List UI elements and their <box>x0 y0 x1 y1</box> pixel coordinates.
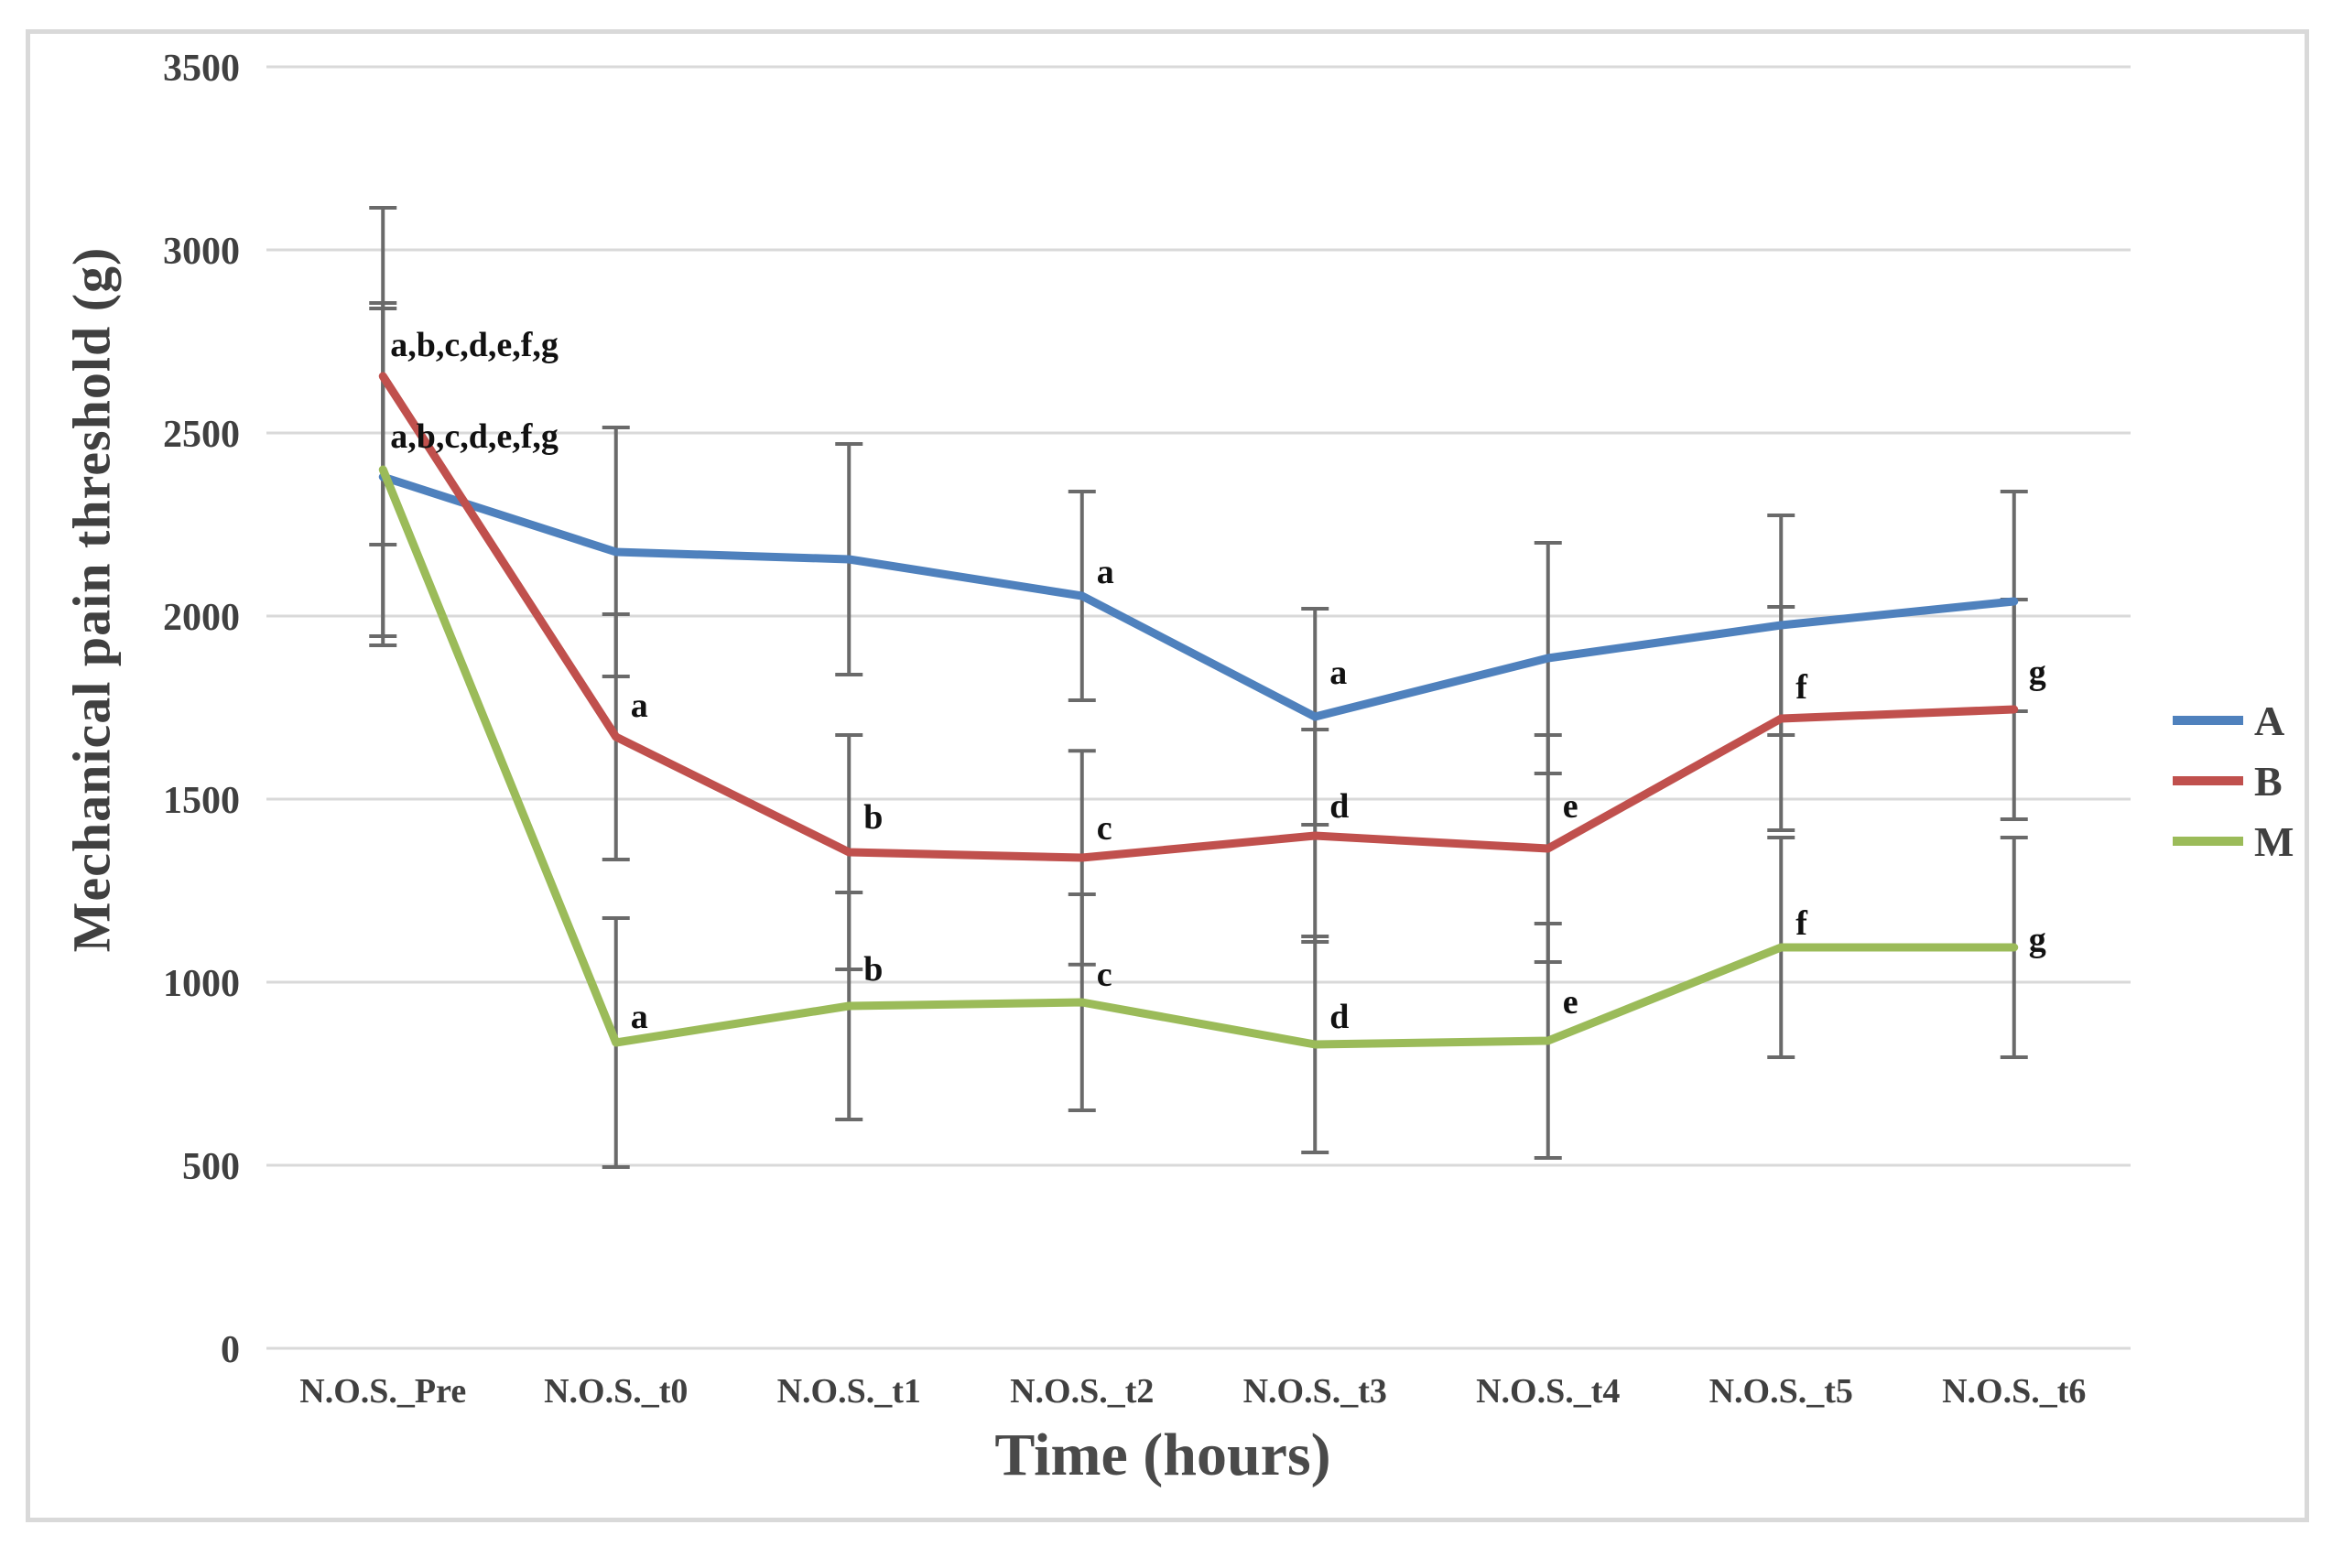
annotation: g <box>2029 921 2046 959</box>
y-tick-label: 2500 <box>163 414 240 456</box>
x-category-label: N.O.S._t3 <box>1243 1372 1387 1411</box>
annotation: b <box>863 950 883 989</box>
x-category-label: N.O.S._t5 <box>1709 1372 1853 1411</box>
annotation: a,b,c,d,e,f,g <box>390 326 559 364</box>
series-line-B <box>378 372 2019 862</box>
annotation: a,b,c,d,e,f,g <box>390 417 559 456</box>
x-category-label: N.O.S._t4 <box>1476 1372 1620 1411</box>
y-tick-label: 3500 <box>163 48 240 90</box>
y-tick-label: 1000 <box>163 963 240 1005</box>
annotation: g <box>2029 654 2046 692</box>
annotation: c <box>1097 809 1112 848</box>
annotation: a <box>1329 654 1347 692</box>
x-axis-title: Time (hours) <box>994 1422 1331 1488</box>
annotation: e <box>1563 787 1578 826</box>
x-category-label: N.O.S._Pre <box>299 1372 466 1411</box>
annotation: a <box>631 687 648 725</box>
legend-label-A: A <box>2254 697 2284 744</box>
legend-label-B: B <box>2254 758 2283 805</box>
y-axis-title: Mechanical pain threshold (g) <box>61 246 122 953</box>
series-line-M <box>378 465 2019 1049</box>
y-tick-label: 0 <box>221 1329 240 1371</box>
x-category-label: N.O.S._t1 <box>777 1372 921 1411</box>
legend-label-M: M <box>2254 818 2294 865</box>
annotation: d <box>1329 998 1349 1036</box>
annotation: d <box>1329 787 1349 826</box>
y-tick-label: 2000 <box>163 597 240 639</box>
x-category-label: N.O.S._t2 <box>1010 1372 1154 1411</box>
annotation: b <box>863 798 883 837</box>
annotation: a <box>631 998 648 1036</box>
x-category-label: N.O.S._t6 <box>1942 1372 2086 1411</box>
y-tick-label: 3000 <box>163 231 240 273</box>
annotation: f <box>1795 904 1808 943</box>
x-category-label: N.O.S._t0 <box>544 1372 688 1411</box>
annotation: a <box>1097 553 1114 591</box>
annotation: f <box>1795 668 1808 707</box>
annotation: c <box>1097 956 1112 994</box>
chart-frame <box>26 29 2309 1522</box>
series-line-A <box>378 472 2019 721</box>
y-tick-label: 1500 <box>163 780 240 822</box>
annotation: e <box>1563 983 1578 1022</box>
y-tick-label: 500 <box>182 1146 240 1188</box>
